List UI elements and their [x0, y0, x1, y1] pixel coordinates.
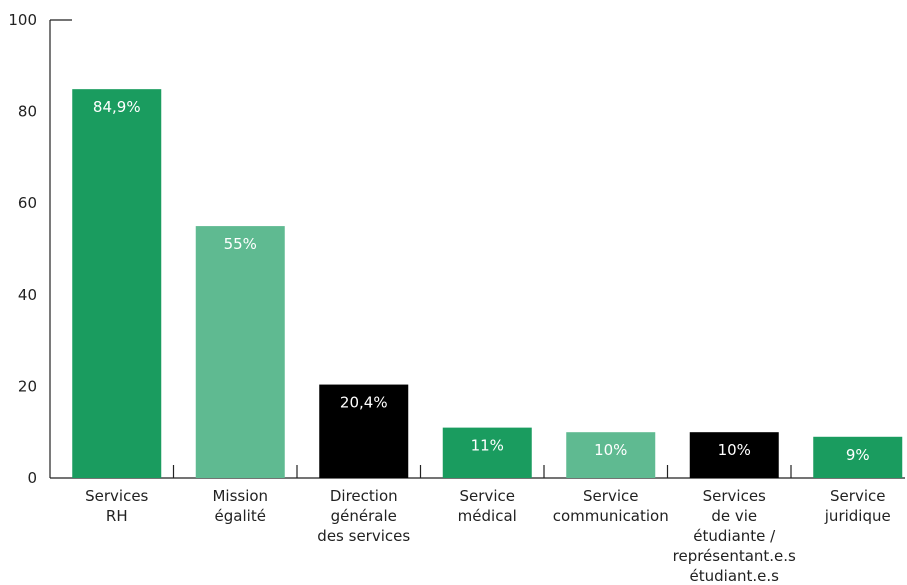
bar-6	[689, 432, 779, 478]
bar-5	[566, 432, 656, 478]
category-label-line: Mission	[212, 487, 268, 505]
bar-4	[442, 427, 532, 478]
category-label-line: Services	[703, 487, 766, 505]
category-label: Services RH	[85, 487, 148, 525]
bar-value-label: 9%	[846, 446, 870, 464]
bar-value-label: 84,9%	[93, 98, 141, 116]
y-tick-label: 100	[8, 11, 37, 29]
category-label-line: égalité	[215, 507, 266, 525]
bar-1	[72, 89, 162, 479]
bar-value-label: 11%	[471, 437, 504, 455]
category-label-line: de vie	[711, 507, 757, 525]
category-label: Service communication	[553, 487, 669, 525]
category-label-line: médical	[458, 507, 517, 525]
category-label-line: étudiant.e.s	[690, 567, 780, 581]
category-label-line: étudiante /	[693, 527, 776, 545]
category-label-line: Services	[85, 487, 148, 505]
category-label: Service juridique	[824, 487, 891, 525]
bar-value-label: 10%	[594, 441, 627, 459]
y-tick-label: 20	[18, 377, 37, 395]
bar-value-label: 20,4%	[340, 394, 388, 412]
category-label-line: RH	[106, 507, 128, 525]
y-tick-label: 0	[27, 469, 37, 487]
category-label-line: Direction	[330, 487, 398, 505]
bar-3	[319, 384, 409, 478]
category-label-line: juridique	[824, 507, 891, 525]
bar-7	[813, 436, 903, 478]
category-label: Service médical	[458, 487, 517, 525]
y-tick-label: 80	[18, 103, 37, 121]
bar-value-label: 10%	[718, 441, 751, 459]
category-label-line: Service	[583, 487, 638, 505]
category-label-line: communication	[553, 507, 669, 525]
y-tick-label: 60	[18, 194, 37, 212]
category-label: Direction générale des services	[317, 487, 410, 545]
category-label-line: des services	[317, 527, 410, 545]
category-label-line: représentant.e.s	[673, 547, 796, 565]
bar-2	[195, 226, 285, 478]
category-label-line: Service	[830, 487, 885, 505]
category-label: Services de vie étudiante / représentant.e.…	[673, 487, 796, 581]
category-label-line: Service	[460, 487, 515, 505]
category-label: Mission égalité	[212, 487, 268, 525]
y-tick-label: 40	[18, 286, 37, 304]
category-label-line: générale	[331, 507, 397, 525]
bar-value-label: 55%	[224, 235, 257, 253]
